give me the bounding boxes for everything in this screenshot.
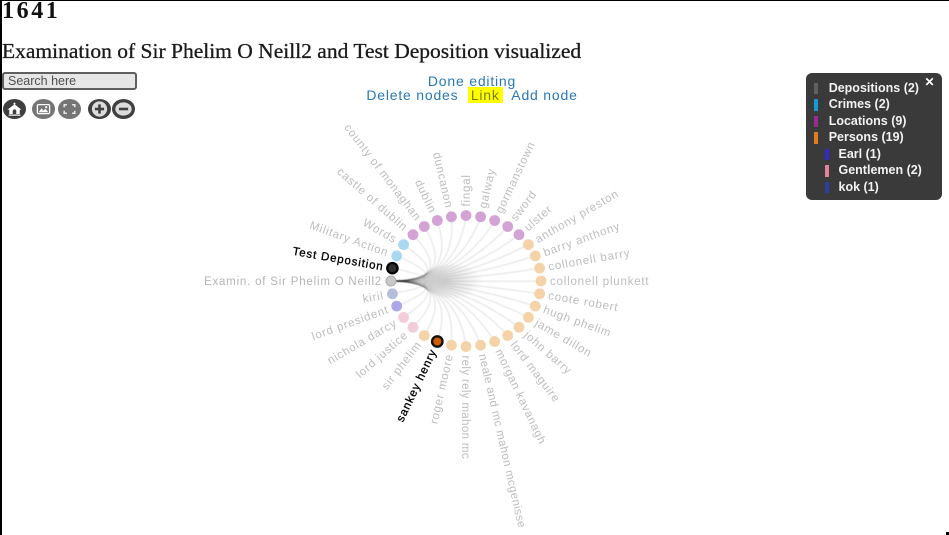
svg-text:kiril: kiril [362,290,385,305]
svg-text:Examin. of Sir Phelim O Neill2: Examin. of Sir Phelim O Neill2 [204,276,382,288]
svg-text:neale and mc mahon mcgenisse: neale and mc mahon mcgenisse [476,353,527,529]
svg-text:fingal: fingal [461,174,473,206]
svg-text:collonell plunkett: collonell plunkett [550,276,649,288]
svg-text:rely rely mahon mc: rely rely mahon mc [459,356,471,459]
svg-text:galway: galway [478,167,499,209]
